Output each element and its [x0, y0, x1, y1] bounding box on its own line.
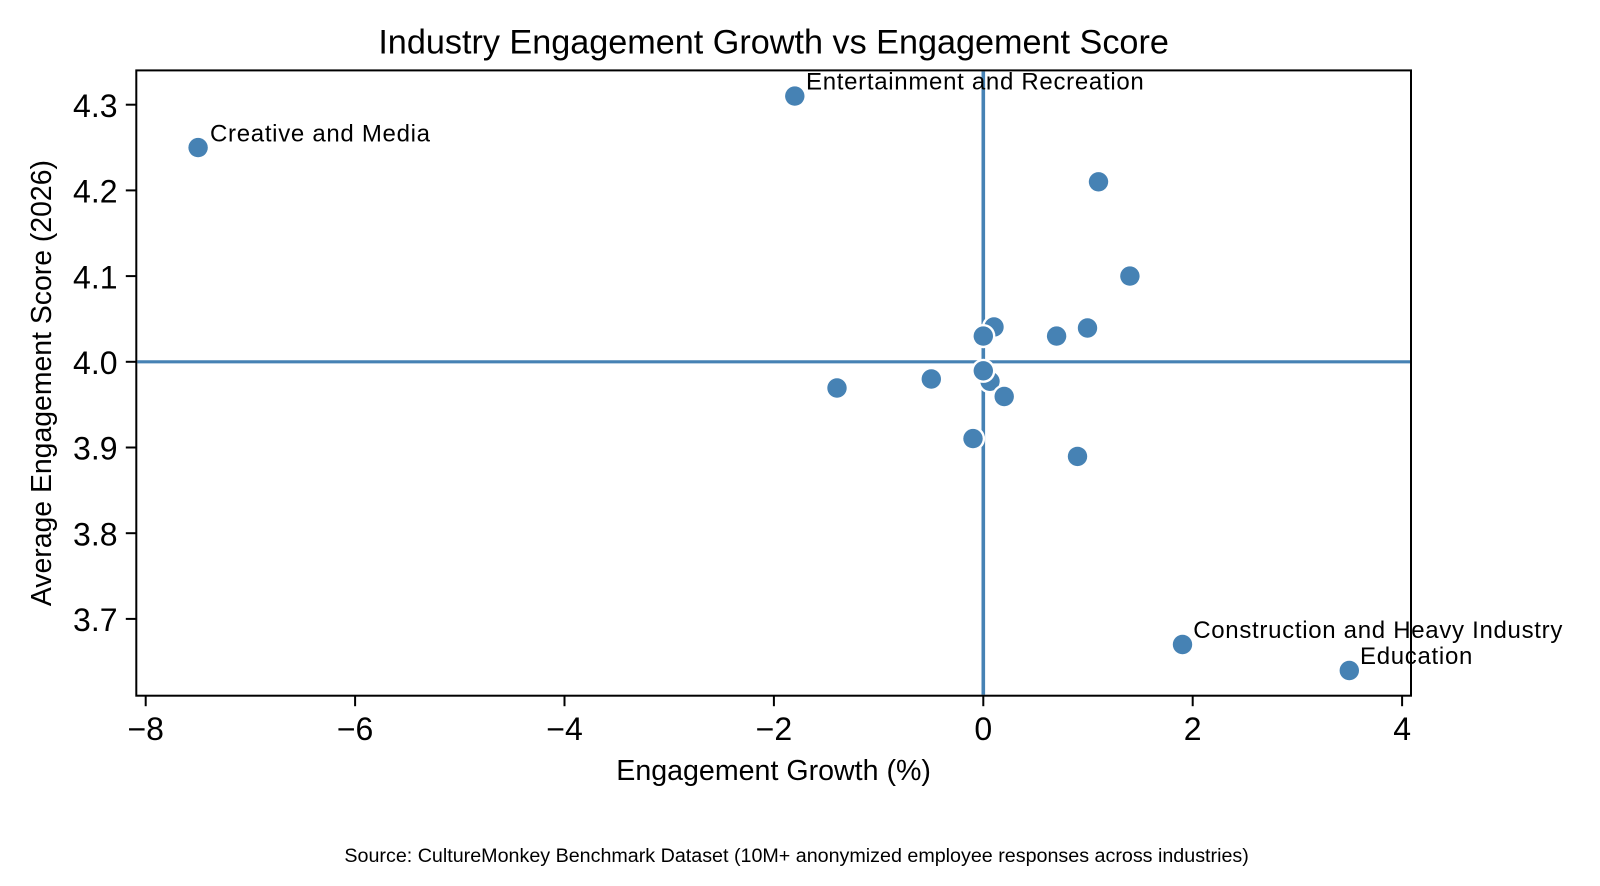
svg-text:4.0: 4.0: [73, 345, 117, 381]
svg-text:3.9: 3.9: [73, 431, 117, 467]
svg-text:Education: Education: [1360, 643, 1473, 670]
svg-text:Entertainment and Recreation: Entertainment and Recreation: [806, 69, 1144, 96]
svg-text:Construction and Heavy Industr: Construction and Heavy Industry: [1193, 617, 1563, 644]
svg-text:Engagement Growth (%): Engagement Growth (%): [616, 755, 931, 787]
svg-text:−2: −2: [756, 711, 792, 747]
svg-text:4.3: 4.3: [73, 88, 117, 124]
svg-text:4.1: 4.1: [73, 259, 117, 295]
svg-text:Creative and Media: Creative and Media: [210, 120, 431, 147]
svg-text:−4: −4: [546, 711, 582, 747]
svg-text:Average Engagement Score (2026: Average Engagement Score (2026): [26, 160, 58, 606]
svg-text:4: 4: [1393, 711, 1411, 747]
svg-text:0: 0: [974, 711, 992, 747]
svg-text:3.7: 3.7: [73, 602, 117, 638]
svg-text:4.2: 4.2: [73, 174, 117, 210]
svg-text:Industry Engagement Growth vs: Industry Engagement Growth vs Engagement…: [378, 24, 1169, 62]
svg-text:2: 2: [1184, 711, 1202, 747]
svg-text:−8: −8: [127, 711, 163, 747]
svg-text:3.8: 3.8: [73, 516, 117, 552]
svg-text:Source: CultureMonkey Benchmar: Source: CultureMonkey Benchmark Dataset …: [344, 845, 1248, 867]
svg-text:−6: −6: [337, 711, 373, 747]
